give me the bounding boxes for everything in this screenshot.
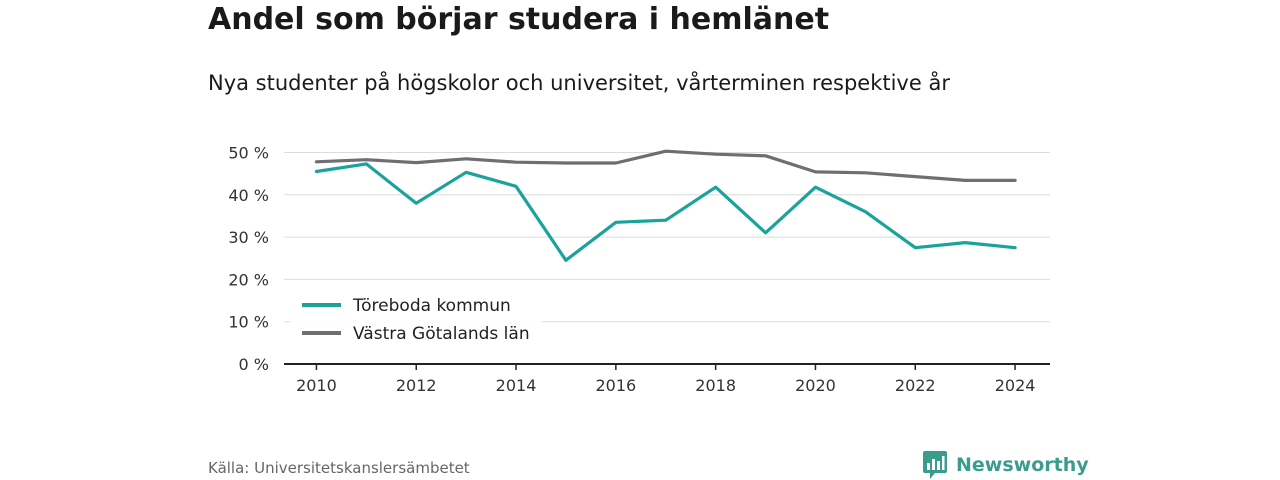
- x-tick-label: 2024: [995, 376, 1036, 395]
- line-chart: 0 % 10 % 20 % 30 % 40 % 50 % Töreboda kommun V…: [228, 143, 1050, 395]
- grid-layer: 0 % 10 % 20 % 30 % 40 % 50 %: [228, 143, 1050, 374]
- legend-label: Töreboda kommun: [352, 296, 511, 316]
- chart-title: Andel som börjar studera i hemlänet: [208, 2, 830, 37]
- lines-layer: [314, 149, 1017, 262]
- x-tick-label: 2016: [595, 376, 636, 395]
- x-tick-label: 2010: [296, 376, 337, 395]
- y-tick-label: 50 %: [228, 143, 269, 162]
- series-line: [314, 149, 1017, 182]
- series-line: [314, 162, 1017, 262]
- brand-logo[interactable]: Newsworthy: [922, 450, 1089, 480]
- y-tick-label: 10 %: [228, 313, 269, 332]
- x-axis: 2010 2012 2014 2016 2018 2020 2022 2024: [284, 363, 1050, 395]
- legend-background: [290, 288, 542, 352]
- chart-subtitle: Nya studenter på högskolor och universit…: [208, 71, 950, 95]
- brand-name: Newsworthy: [956, 454, 1089, 476]
- bar-chart-speech-bubble-icon: [923, 451, 947, 479]
- x-tick-label: 2020: [795, 376, 836, 395]
- y-tick-label: 20 %: [228, 270, 269, 289]
- x-tick-label: 2022: [895, 376, 936, 395]
- source-note: Källa: Universitetskanslersämbetet: [208, 459, 470, 477]
- y-tick-label: 30 %: [228, 228, 269, 247]
- legend: Töreboda kommun Västra Götalands län: [290, 288, 542, 352]
- x-tick-label: 2014: [496, 376, 537, 395]
- y-tick-label: 40 %: [228, 186, 269, 205]
- x-tick-label: 2018: [695, 376, 736, 395]
- legend-label: Västra Götalands län: [353, 324, 530, 344]
- x-tick-label: 2012: [396, 376, 437, 395]
- y-tick-label: 0 %: [239, 355, 269, 374]
